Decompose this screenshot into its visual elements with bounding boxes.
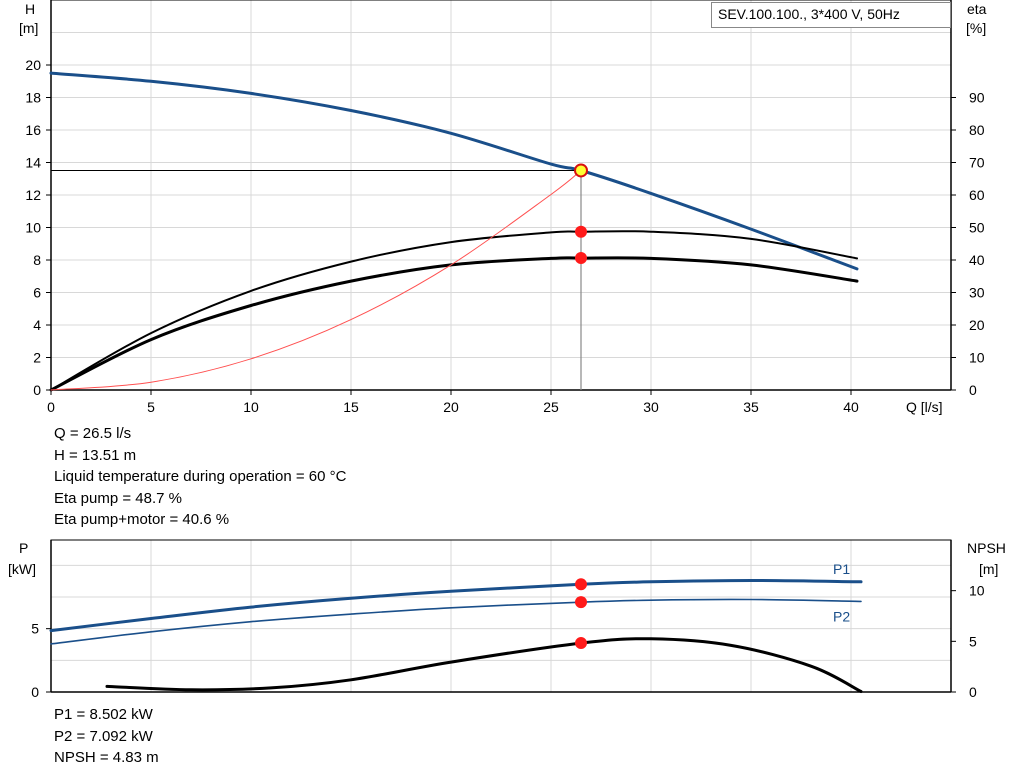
x-axis-label: Q [l/s] — [906, 399, 943, 415]
operating-point-marker — [574, 163, 588, 178]
readout-eta-pump: Eta pump = 48.7 % — [54, 489, 182, 507]
x-tick-label: 30 — [643, 399, 659, 415]
top-y-right-tick-label: 90 — [969, 90, 985, 106]
top-y-left-tick-label: 20 — [25, 57, 41, 73]
readout-p2: P2 = 7.092 kW — [54, 727, 153, 745]
readout-top: Q = 26.5 l/s H = 13.51 m Liquid temperat… — [54, 423, 346, 531]
top-y-left-tick-label: 10 — [25, 220, 41, 236]
p1-marker — [575, 578, 587, 591]
top-y-left-tick-label: 18 — [25, 90, 41, 106]
top-y-left-tick-label: 6 — [33, 285, 41, 301]
p2-curve — [50, 598, 862, 645]
readout-p1: P1 = 8.502 kW — [54, 706, 153, 723]
top-y-left-tick-label: 4 — [33, 317, 41, 333]
eta-pump-motor-marker — [575, 252, 587, 265]
bottom-y-right-tick-label: 5 — [969, 633, 977, 649]
top-y-right-title: eta — [967, 1, 987, 17]
top-y-left-unit: [m] — [19, 20, 38, 36]
top-y-right-tick-label: 40 — [969, 252, 985, 268]
top-y-right-tick-label: 80 — [969, 122, 985, 138]
readout-npsh: NPSH = 4.83 m — [54, 749, 159, 766]
x-tick-label: 5 — [147, 399, 155, 415]
p2-marker — [575, 596, 587, 609]
readout-temperature: Liquid temperature during operation = 60… — [54, 468, 347, 485]
eta-pump-marker — [575, 225, 587, 238]
top-y-left-title: H — [25, 1, 35, 17]
x-tick-label: 25 — [543, 399, 559, 415]
bottom-y-right-unit: [m] — [979, 561, 998, 577]
top-y-right-tick-label: 50 — [969, 220, 985, 236]
top-y-right-tick-label: 60 — [969, 187, 985, 203]
top-y-left-tick-label: 14 — [25, 155, 41, 171]
eta-pump-motor-curve — [49, 256, 859, 392]
bottom-y-right-tick-label: 10 — [969, 583, 985, 599]
p1-curve — [49, 578, 863, 633]
x-tick-label: 15 — [343, 399, 359, 415]
eta-pump-curve — [50, 230, 858, 391]
top-y-right-tick-label: 0 — [969, 382, 977, 398]
x-tick-label: 20 — [443, 399, 459, 415]
chart-title: SEV.100.100., 3*400 V, 50Hz — [711, 2, 951, 28]
readout-flow: Q = 26.5 l/s — [54, 425, 132, 442]
top-y-right-tick-label: 20 — [969, 317, 985, 333]
top-y-right-unit: [%] — [966, 20, 986, 36]
bottom-y-left-tick-label: 5 — [31, 621, 39, 637]
readout-eta-pump-motor: Eta pump+motor = 40.6 % — [54, 511, 230, 528]
p1-series-label: P1 — [833, 561, 850, 577]
head-curve — [49, 71, 859, 271]
top-y-left-tick-label: 8 — [33, 252, 41, 268]
p2-series-label: P2 — [833, 608, 850, 624]
readout-bottom: P1 = 8.502 kW P2 = 7.092 kW NPSH = 4.83 … — [54, 704, 159, 769]
npsh-curve — [105, 637, 863, 693]
bottom-y-right-tick-label: 0 — [969, 684, 977, 700]
top-y-left-tick-label: 12 — [25, 187, 41, 203]
top-y-right-tick-label: 30 — [969, 285, 985, 301]
bottom-y-left-title: P — [19, 540, 28, 556]
readout-head: H = 13.51 m — [54, 446, 137, 464]
top-y-right-tick-label: 10 — [969, 350, 985, 366]
top-y-left-tick-label: 16 — [25, 122, 41, 138]
x-tick-label: 35 — [743, 399, 759, 415]
x-tick-label: 40 — [843, 399, 859, 415]
top-y-left-tick-label: 0 — [33, 382, 41, 398]
system-curve — [50, 170, 582, 391]
bottom-y-left-tick-label: 0 — [31, 684, 39, 700]
x-tick-label: 0 — [47, 399, 55, 415]
bottom-y-right-title: NPSH — [967, 540, 1006, 556]
npsh-marker — [575, 637, 587, 650]
top-y-left-tick-label: 2 — [33, 350, 41, 366]
x-tick-label: 10 — [243, 399, 259, 415]
bottom-y-left-unit: [kW] — [8, 561, 36, 577]
top-y-right-tick-label: 70 — [969, 155, 985, 171]
